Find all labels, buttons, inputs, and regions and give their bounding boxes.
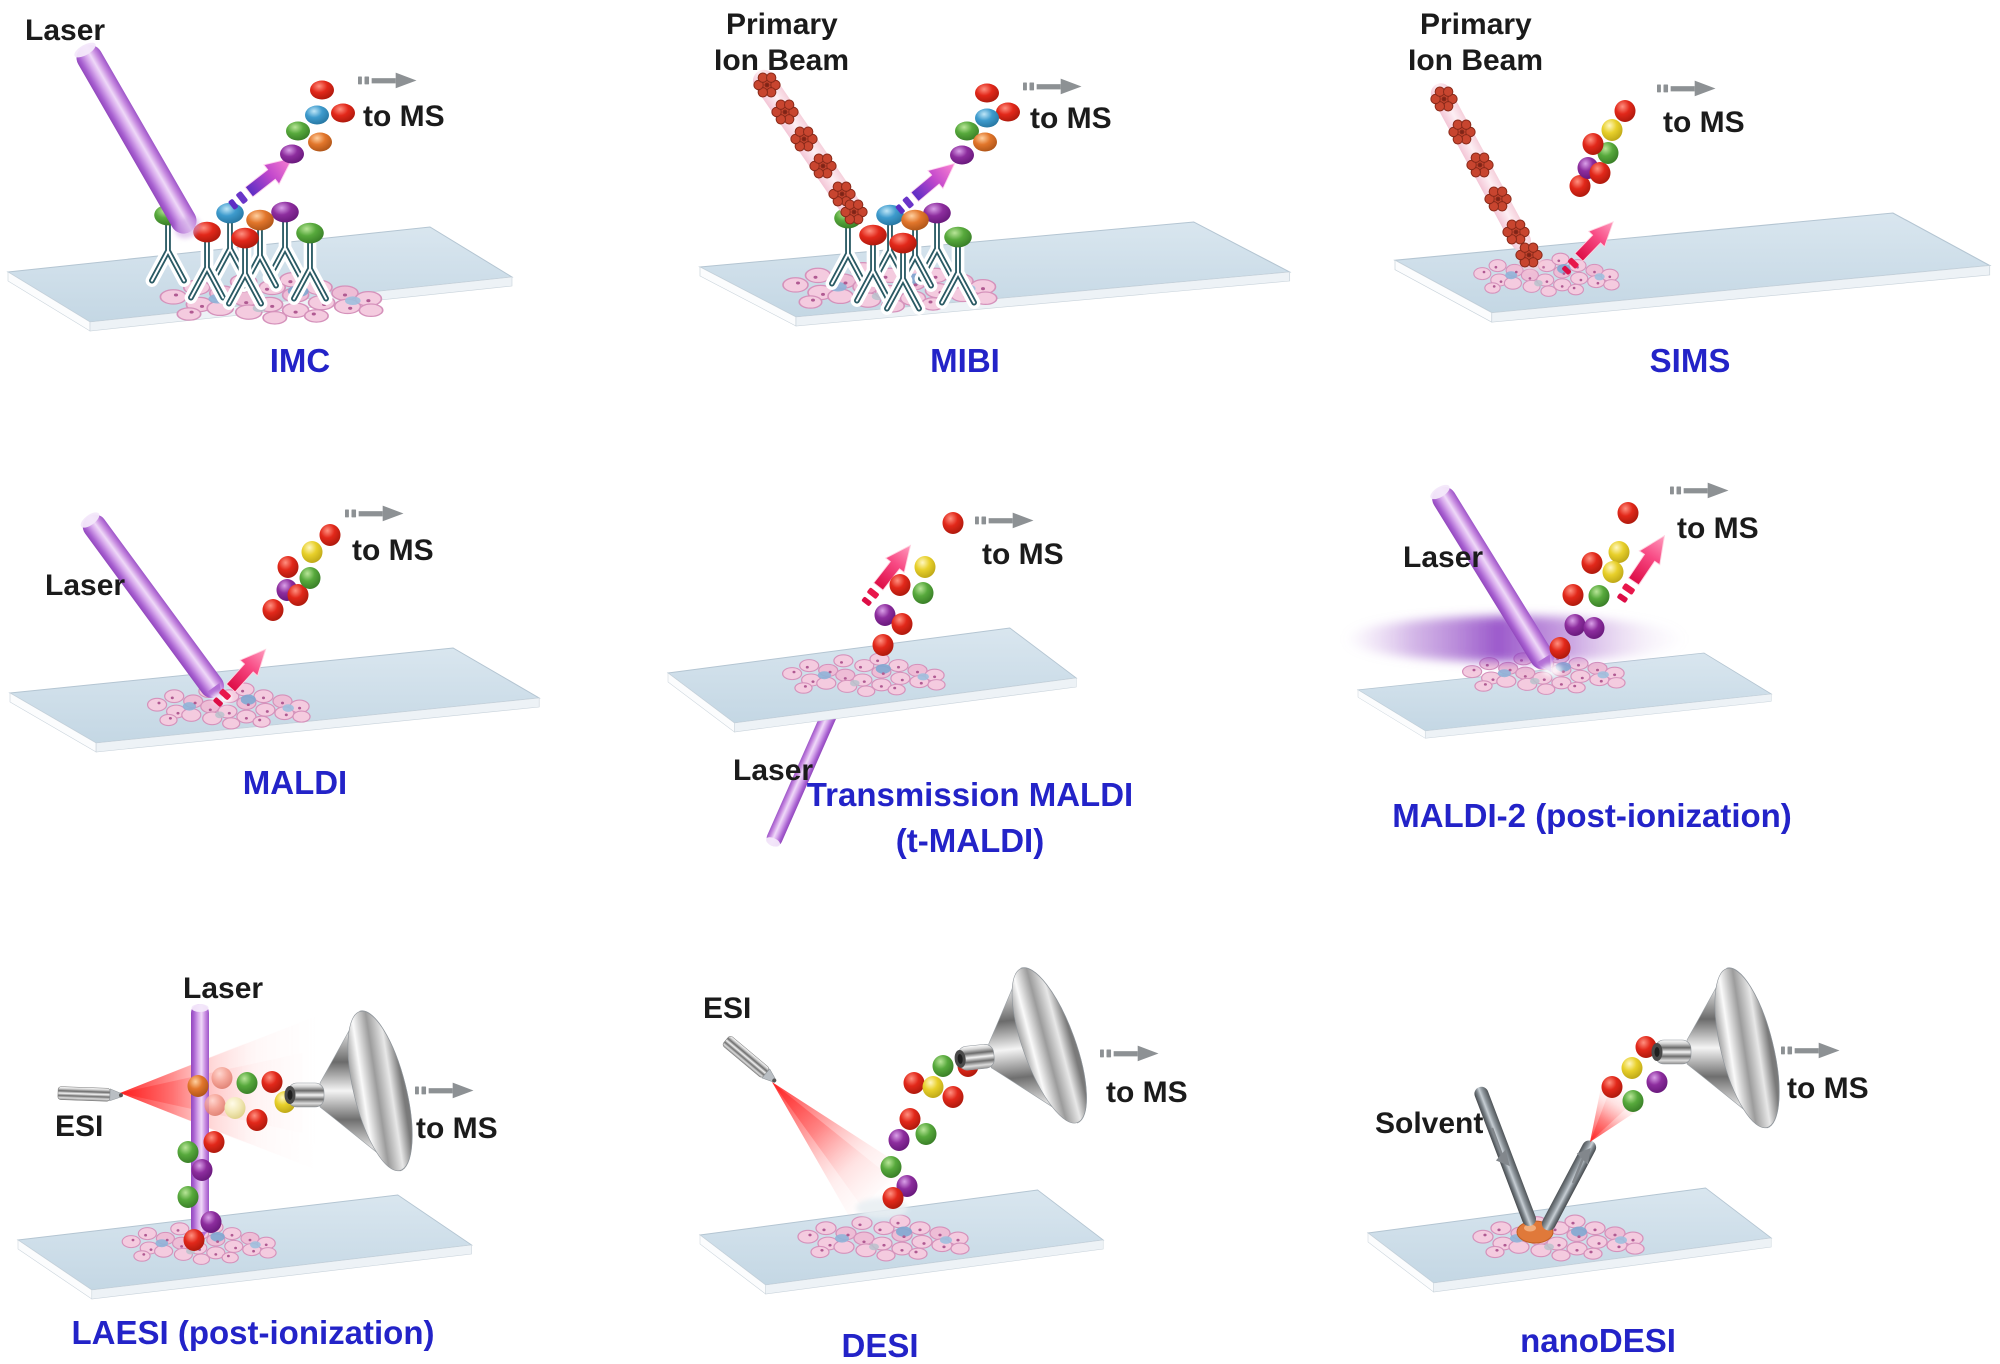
metal-tag-red <box>193 221 221 243</box>
panel-tmaldi-canvas: to MS Laser Transmission MALDI (t-MALDI) <box>667 512 1133 859</box>
to-ms-arrow <box>1657 80 1716 97</box>
laser-label: Laser <box>183 972 263 1005</box>
panel-sims: to MS Primary Ion Beam SIMS <box>1340 0 2000 420</box>
panel-maldi: to MS Laser MALDI <box>0 420 660 890</box>
ion-clusters <box>753 72 868 225</box>
to-ms-label: to MS <box>1663 106 1745 139</box>
metal-tag-green <box>296 222 324 244</box>
panel-sims-canvas: to MS Primary Ion Beam SIMS <box>1394 8 1991 379</box>
metal-tag-orange <box>246 209 274 231</box>
ion-beam-label-line1: Primary <box>1420 8 1532 41</box>
panel-caption-line2: (t-MALDI) <box>896 822 1044 859</box>
laser-beam <box>191 1004 209 1246</box>
to-ms-label: to MS <box>1677 512 1759 545</box>
ms-inlet-cone <box>1651 961 1793 1135</box>
panel-tmaldi: to MS Laser Transmission MALDI (t-MALDI) <box>660 420 1340 890</box>
panel-nanodesi: to MS Solvent nanoDESI <box>1340 890 2000 1364</box>
panel-laesi: to MS Laser ESI LAESI (post-ionization) <box>0 890 660 1364</box>
ejected-molecules <box>177 1067 296 1251</box>
solvent-capillary-out <box>1541 1140 1597 1231</box>
to-ms-arrow <box>358 72 417 89</box>
laser-label: Laser <box>45 569 125 602</box>
panel-imc: to MS Laser IMC <box>0 0 660 420</box>
to-ms-arrow <box>345 505 404 522</box>
antibody-array <box>152 201 326 304</box>
ejected-molecules <box>1569 100 1636 197</box>
primary-ion-beam <box>752 69 868 225</box>
panel-nanodesi-canvas: to MS Solvent nanoDESI <box>1367 961 1869 1359</box>
metal-tag-green <box>944 226 972 248</box>
panel-maldi2: to MS Laser MALDI-2 (post-ionization) <box>1340 420 2000 890</box>
ms-inlet-cone <box>944 954 1104 1142</box>
panel-caption: MALDI-2 (post-ionization) <box>1392 797 1792 834</box>
laser-impact-glow <box>1542 664 1562 676</box>
solvent-label: Solvent <box>1375 1107 1483 1140</box>
esi-label: ESI <box>55 1110 103 1143</box>
esi-label: ESI <box>703 992 751 1025</box>
panel-maldi-canvas: to MS Laser MALDI <box>9 505 540 801</box>
primary-ion-beam <box>1430 83 1544 270</box>
panel-caption: LAESI (post-ionization) <box>72 1314 435 1351</box>
to-ms-arrow <box>1670 482 1729 499</box>
panel-laesi-canvas: to MS Laser ESI LAESI (post-ionization) <box>17 972 498 1351</box>
ion-beam-label-line1: Primary <box>726 8 838 41</box>
ejected-molecules <box>1601 1036 1668 1112</box>
metal-tag-red <box>889 232 917 254</box>
panel-mibi: to MS Primary Ion Beam MIBI <box>660 0 1340 420</box>
panel-caption: SIMS <box>1650 342 1731 379</box>
to-ms-arrow <box>1023 78 1082 95</box>
to-ms-label: to MS <box>352 534 434 567</box>
esi-spray <box>120 1040 252 1146</box>
metal-tag-red <box>231 227 259 249</box>
panel-caption: MALDI <box>243 764 347 801</box>
metal-tag-blue <box>216 202 244 224</box>
metal-tag-blue <box>876 204 904 226</box>
ejected-molecules <box>262 524 341 621</box>
to-ms-label: to MS <box>363 100 445 133</box>
ejected-molecules <box>1549 502 1639 659</box>
panel-caption: MIBI <box>930 342 1000 379</box>
panel-caption: nanoDESI <box>1520 1322 1676 1359</box>
metal-tag-orange <box>901 209 929 231</box>
ion-beam-label-line2: Ion Beam <box>714 44 849 77</box>
panel-caption: DESI <box>841 1327 918 1364</box>
ejected-molecules <box>872 512 964 656</box>
to-ms-label: to MS <box>1787 1072 1869 1105</box>
laser-label: Laser <box>1403 541 1483 574</box>
ejected-molecules <box>280 80 355 164</box>
panel-caption: IMC <box>270 342 331 379</box>
to-ms-arrow <box>1100 1045 1159 1062</box>
panel-desi: to MS ESI DESI <box>660 890 1340 1364</box>
metal-tag-red <box>859 224 887 246</box>
to-ms-arrow <box>1781 1042 1840 1059</box>
laser-label: Laser <box>25 14 105 47</box>
panel-maldi2-canvas: to MS Laser MALDI-2 (post-ionization) <box>1345 482 1792 834</box>
to-ms-label: to MS <box>1030 102 1112 135</box>
esi-sprayer-needle <box>721 1034 781 1088</box>
esi-sprayer-needle <box>57 1086 124 1103</box>
panel-imc-canvas: to MS Laser IMC <box>7 14 513 379</box>
panel-desi-canvas: to MS ESI DESI <box>699 954 1188 1364</box>
desorption-arrow <box>855 537 921 612</box>
panel-mibi-canvas: to MS Primary Ion Beam MIBI <box>699 8 1291 379</box>
flow-arrows <box>1490 1127 1591 1184</box>
to-ms-arrow <box>415 1082 474 1099</box>
ejected-molecules <box>950 83 1020 165</box>
to-ms-label: to MS <box>1106 1076 1188 1109</box>
metal-tag-purple <box>271 201 299 223</box>
ion-beam-label-line2: Ion Beam <box>1408 44 1543 77</box>
microscope-slide <box>1367 1187 1772 1293</box>
panel-caption-line1: Transmission MALDI <box>807 776 1133 813</box>
metal-tag-purple <box>923 202 951 224</box>
to-ms-label: to MS <box>416 1112 498 1145</box>
to-ms-label: to MS <box>982 538 1064 571</box>
solvent-droplet-highlight <box>1524 1224 1536 1232</box>
microscope-slide <box>699 221 1291 327</box>
laser-label: Laser <box>733 754 813 787</box>
laser-beam <box>74 42 200 239</box>
to-ms-arrow <box>975 512 1034 529</box>
